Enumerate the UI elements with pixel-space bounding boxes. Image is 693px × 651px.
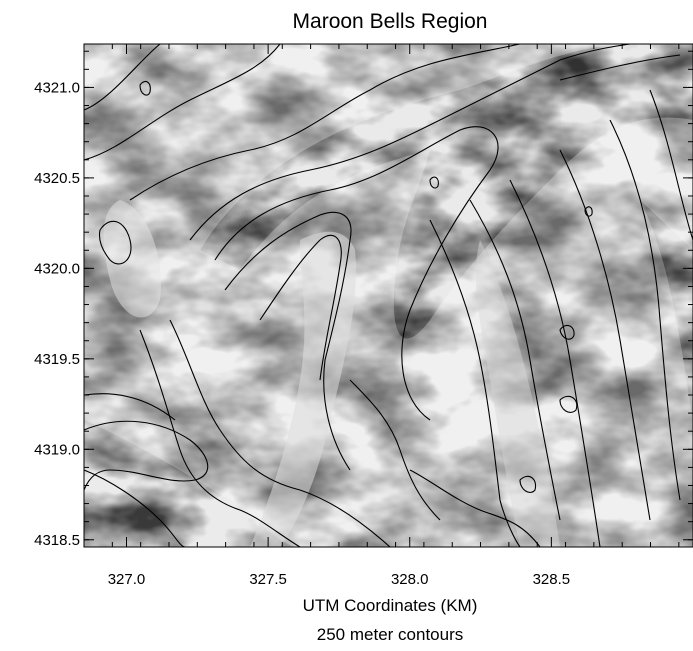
contour-lines (84, 44, 693, 547)
elevation-raster (84, 44, 693, 547)
chart-subtitle: 250 meter contours (317, 625, 463, 644)
x-tick-label: 327.0 (108, 571, 146, 588)
y-tick-label: 4319.5 (34, 351, 80, 368)
x-tick-label: 327.5 (249, 571, 287, 588)
y-tick-label: 4318.5 (34, 532, 80, 549)
x-axis: 327.0 327.5 328.0 328.5 (83, 44, 680, 588)
x-tick-label: 328.5 (533, 571, 571, 588)
chart-title: Maroon Bells Region (293, 10, 488, 33)
y-tick-label: 4320.0 (34, 260, 80, 277)
y-tick-label: 4321.0 (34, 79, 80, 96)
y-axis: 4318.5 4319.0 4319.5 4320.0 4320.5 4321.0 (34, 50, 693, 549)
x-axis-label: UTM Coordinates (KM) (303, 596, 478, 615)
y-tick-label: 4320.5 (34, 170, 80, 187)
y-tick-label: 4319.0 (34, 441, 80, 458)
plot-frame (83, 43, 693, 548)
x-tick-label: 328.0 (391, 571, 429, 588)
